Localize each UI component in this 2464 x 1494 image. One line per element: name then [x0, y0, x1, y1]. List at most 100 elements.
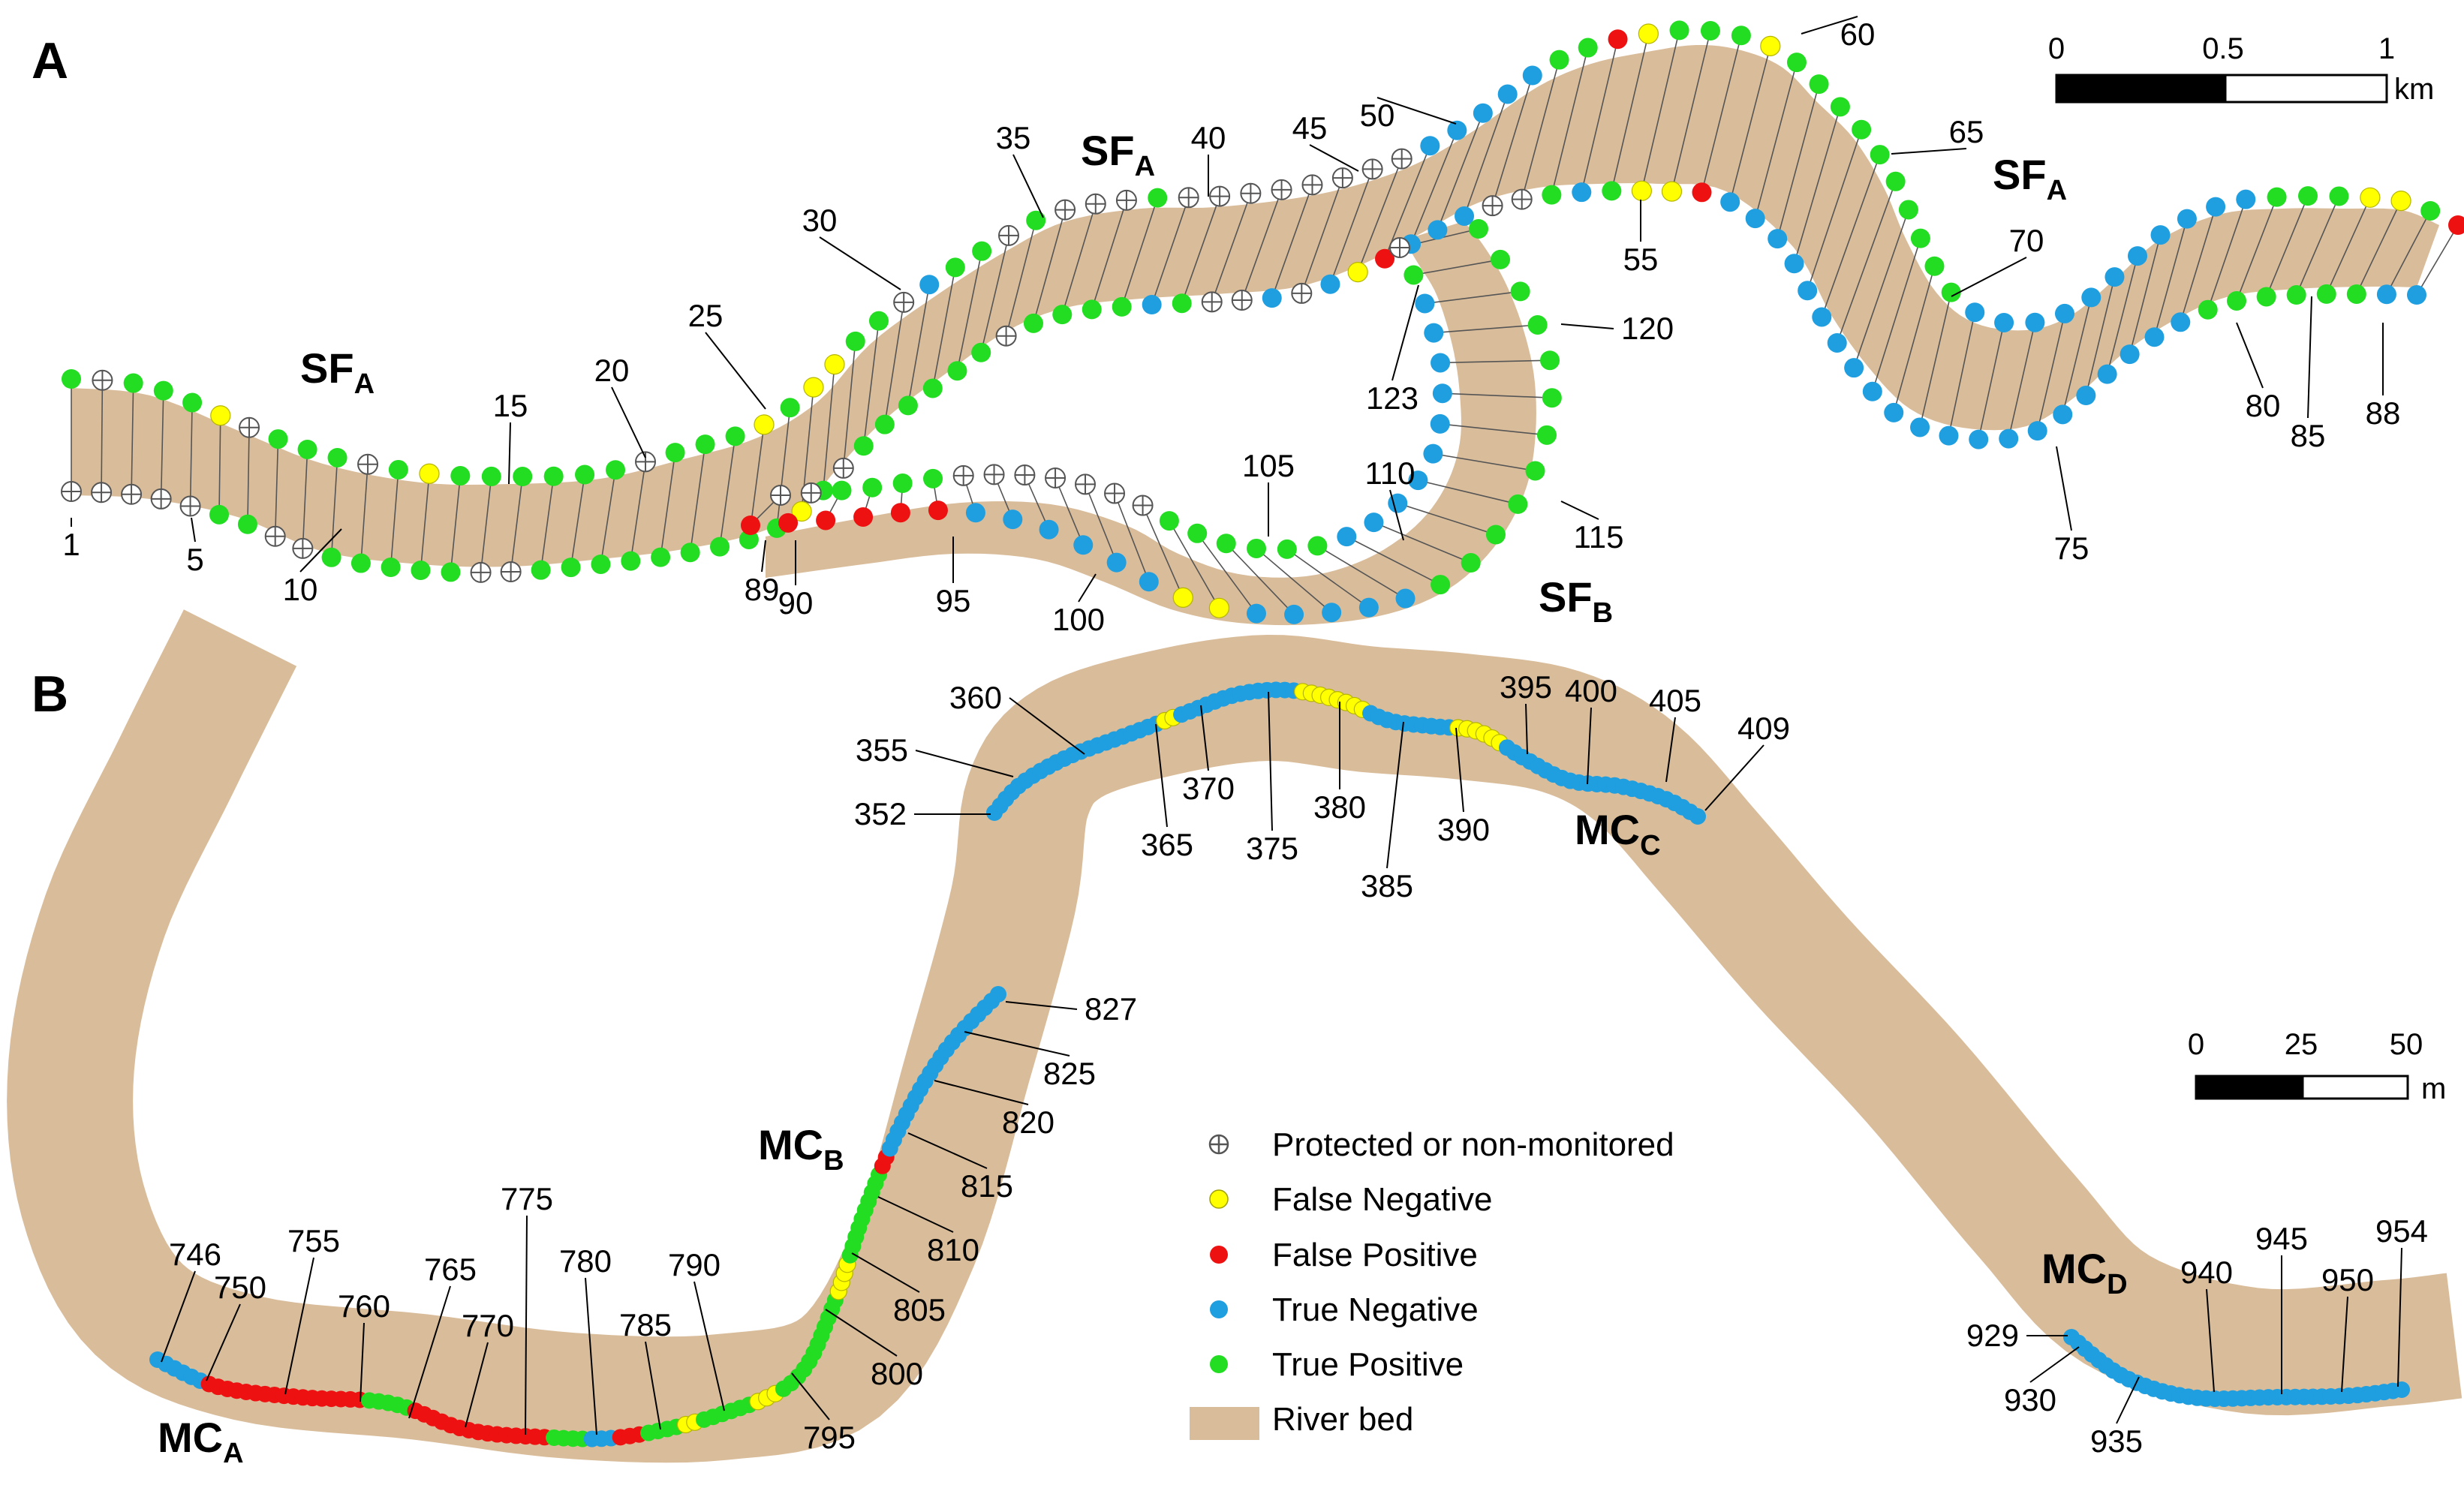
reach-label: MCB: [758, 1121, 844, 1177]
legend-item-protected: Protected or non-monitored: [1208, 1126, 1674, 1163]
true-positive-dot-icon: [1210, 1355, 1228, 1373]
leader-line: [851, 1252, 920, 1293]
true-positive-point: [665, 443, 685, 463]
scale-a-tick-0: 0: [2048, 32, 2065, 65]
legend-label-true-positive: True Positive: [1272, 1346, 1464, 1383]
true-negative-point: [1320, 274, 1340, 294]
protected-point: [1240, 182, 1262, 204]
leader-line: [964, 1031, 1070, 1057]
true-negative-point: [1798, 281, 1818, 301]
reach-subscript: A: [2047, 175, 2067, 206]
true-positive-point: [1216, 534, 1236, 554]
true-negative-point: [2206, 197, 2226, 217]
circle-plus-icon: [1208, 1134, 1229, 1155]
transect-number-b: 950: [2321, 1262, 2374, 1297]
transect-number-b: 815: [961, 1168, 1013, 1204]
leader-line: [1386, 721, 1404, 869]
leader-line: [915, 750, 1014, 777]
true-positive-point: [892, 473, 913, 494]
leader-line: [1376, 97, 1457, 125]
panel-b-river-bed: [7, 609, 2462, 1463]
leader-line: [2116, 1376, 2140, 1424]
protected-point: [1201, 291, 1223, 313]
leader-line: [761, 540, 766, 573]
true-positive-point: [710, 537, 730, 557]
false-positive-point: [2448, 215, 2464, 235]
true-negative-point: [1408, 470, 1428, 491]
true-positive-point: [1542, 388, 1562, 408]
true-positive-point: [780, 398, 800, 418]
true-negative-point: [1322, 603, 1342, 623]
true-positive-point: [621, 551, 641, 571]
panel-a-scale-bar: 0 0.5 1 km: [2048, 32, 2434, 106]
protected-point: [61, 481, 82, 502]
true-negative-point: [1768, 229, 1788, 249]
true-negative-point: [919, 275, 940, 295]
leader-line: [825, 1309, 898, 1357]
true-positive-point: [1508, 494, 1528, 514]
leader-line: [2029, 1346, 2080, 1383]
true-negative-point: [1473, 103, 1493, 123]
true-positive-point: [1536, 425, 1557, 445]
true-positive-point: [350, 553, 371, 573]
transect-number-b: 825: [1043, 1056, 1096, 1091]
leader-line: [1801, 16, 1858, 35]
protected-point: [500, 561, 522, 582]
false-negative-point: [1172, 587, 1193, 608]
true-positive-point: [1246, 538, 1266, 558]
transect-number-a: 95: [936, 583, 971, 618]
scale-b-unit: m: [2421, 1072, 2446, 1105]
transect-number-b: 785: [619, 1307, 672, 1342]
leader-line: [2397, 1247, 2402, 1387]
true-negative-point: [1939, 425, 1959, 446]
protected-point: [997, 224, 1019, 246]
true-positive-point: [1187, 523, 1208, 543]
true-negative-point: [1388, 493, 1408, 513]
true-positive-point: [923, 468, 943, 488]
reach-label: MCD: [2041, 1245, 2128, 1300]
reach-name: MC: [2041, 1245, 2107, 1292]
reach-label: SFA: [1993, 151, 2067, 206]
false-negative-point: [1208, 597, 1229, 618]
transect-number-b: 400: [1565, 673, 1617, 708]
true-negative-point: [1862, 381, 1882, 401]
leader-line: [1005, 1001, 1078, 1010]
leader-line: [1665, 717, 1676, 783]
legend: Protected or non-monitored False Negativ…: [1190, 1126, 1674, 1440]
transect-number-a: 15: [493, 388, 528, 423]
transect-number-a: 100: [1052, 602, 1105, 637]
true-negative-point: [1284, 604, 1304, 624]
true-negative-point: [2177, 209, 2197, 229]
protected-point: [1331, 167, 1353, 189]
leader-line: [819, 236, 901, 290]
false-positive-point: [853, 507, 874, 527]
protected-point: [1045, 467, 1067, 488]
true-positive-point: [321, 547, 341, 567]
leader-line: [1389, 489, 1404, 541]
leader-line: [611, 386, 646, 458]
false-negative-point: [1638, 23, 1659, 44]
true-negative-point: [2053, 404, 2073, 425]
false-positive-point: [778, 513, 799, 533]
transect-number-b: 409: [1737, 711, 1790, 746]
transect-number-b: 390: [1437, 812, 1490, 847]
leader-line: [2341, 1296, 2348, 1393]
true-positive-point: [2198, 299, 2218, 320]
true-positive-point: [1491, 249, 1511, 269]
protected-point: [179, 495, 201, 517]
leader-line: [1560, 501, 1599, 520]
protected-point: [1178, 187, 1199, 209]
reach-label: SFB: [1539, 573, 1613, 629]
leader-line: [1891, 148, 1967, 155]
true-negative-point: [1994, 312, 2014, 332]
panel-b-letter: B: [32, 666, 68, 723]
false-negative-point: [1347, 262, 1368, 283]
true-positive-point: [972, 241, 992, 261]
true-negative-point: [1395, 588, 1416, 609]
transect-number-a: 85: [2291, 418, 2326, 453]
true-positive-point: [2256, 287, 2276, 307]
protected-point: [1014, 464, 1036, 486]
reach-subscript: A: [354, 368, 375, 400]
reach-subscript: D: [2107, 1269, 2127, 1300]
